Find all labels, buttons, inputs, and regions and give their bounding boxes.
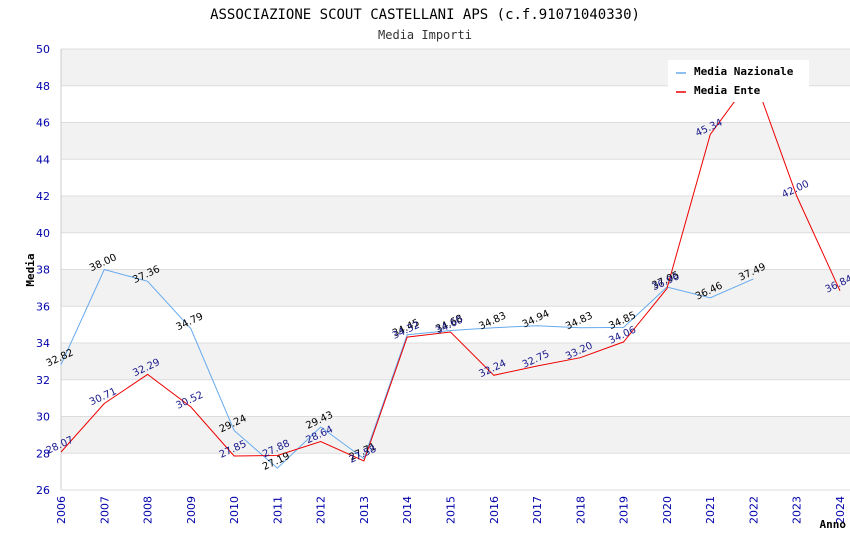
band-40 — [61, 196, 850, 233]
x-tick-label: 2020 — [661, 496, 674, 524]
x-tick-label: 2013 — [358, 496, 371, 524]
chart-title: ASSOCIAZIONE SCOUT CASTELLANI APS (c.f.9… — [210, 7, 640, 23]
x-tick-label: 2011 — [271, 496, 284, 524]
x-tick-label: 2017 — [531, 496, 544, 524]
y-tick-label: 26 — [36, 484, 50, 497]
band-28 — [61, 416, 850, 454]
x-tick-label: 2006 — [55, 496, 68, 524]
y-tick-label: 38 — [36, 264, 50, 277]
x-axis-ticks: 2006 2007 2008 2009 2010 2011 2012 2013 2014 2015… — [55, 496, 847, 524]
x-tick-label: 2012 — [315, 496, 328, 524]
y-tick-label: 36 — [36, 300, 50, 313]
x-tick-label: 2007 — [98, 496, 111, 524]
y-tick-label: 30 — [36, 411, 50, 424]
band-32 — [61, 343, 850, 380]
band-38 — [61, 232, 850, 270]
legend-box — [668, 60, 809, 102]
x-axis-label: Anno — [820, 518, 847, 531]
band-30 — [61, 379, 850, 417]
x-tick-label: 2023 — [791, 496, 804, 524]
y-tick-label: 44 — [36, 153, 50, 166]
y-tick-label: 48 — [36, 80, 50, 93]
y-tick-label: 42 — [36, 190, 50, 203]
x-tick-label: 2010 — [228, 496, 241, 524]
legend-label-media-nazionale: Media Nazionale — [694, 65, 794, 78]
x-tick-label: 2022 — [747, 496, 760, 524]
series-lines — [60, 74, 841, 469]
x-tick-label: 2024 — [834, 496, 847, 524]
y-axis-ticks: 26 28 30 32 34 36 38 40 42 44 46 48 50 — [36, 43, 50, 497]
y-tick-label: 40 — [36, 227, 50, 240]
band-42 — [61, 159, 850, 196]
y-tick-label: 50 — [36, 43, 50, 56]
series-line-media-nazionale — [60, 268, 754, 469]
y-tick-label: 34 — [36, 337, 50, 350]
y-axis-label: Media — [24, 253, 37, 286]
band-36 — [61, 269, 850, 307]
y-tick-label: 28 — [36, 447, 50, 460]
x-tick-label: 2008 — [142, 496, 155, 524]
chart-subtitle: Media Importi — [378, 28, 472, 42]
x-tick-label: 2015 — [445, 496, 458, 524]
x-tick-label: 2019 — [618, 496, 631, 524]
band-44 — [61, 122, 850, 160]
y-tick-label: 32 — [36, 374, 50, 387]
band-26 — [61, 453, 850, 490]
x-tick-label: 2009 — [185, 496, 198, 524]
legend: Media Nazionale Media Ente — [668, 60, 809, 102]
x-tick-label: 2021 — [704, 496, 717, 524]
x-tick-label: 2018 — [574, 496, 587, 524]
x-tick-label: 2016 — [488, 496, 501, 524]
x-tick-label: 2014 — [401, 496, 414, 524]
legend-label-media-ente: Media Ente — [694, 84, 761, 97]
series-line-media-ente — [60, 74, 841, 462]
y-tick-label: 46 — [36, 117, 50, 130]
